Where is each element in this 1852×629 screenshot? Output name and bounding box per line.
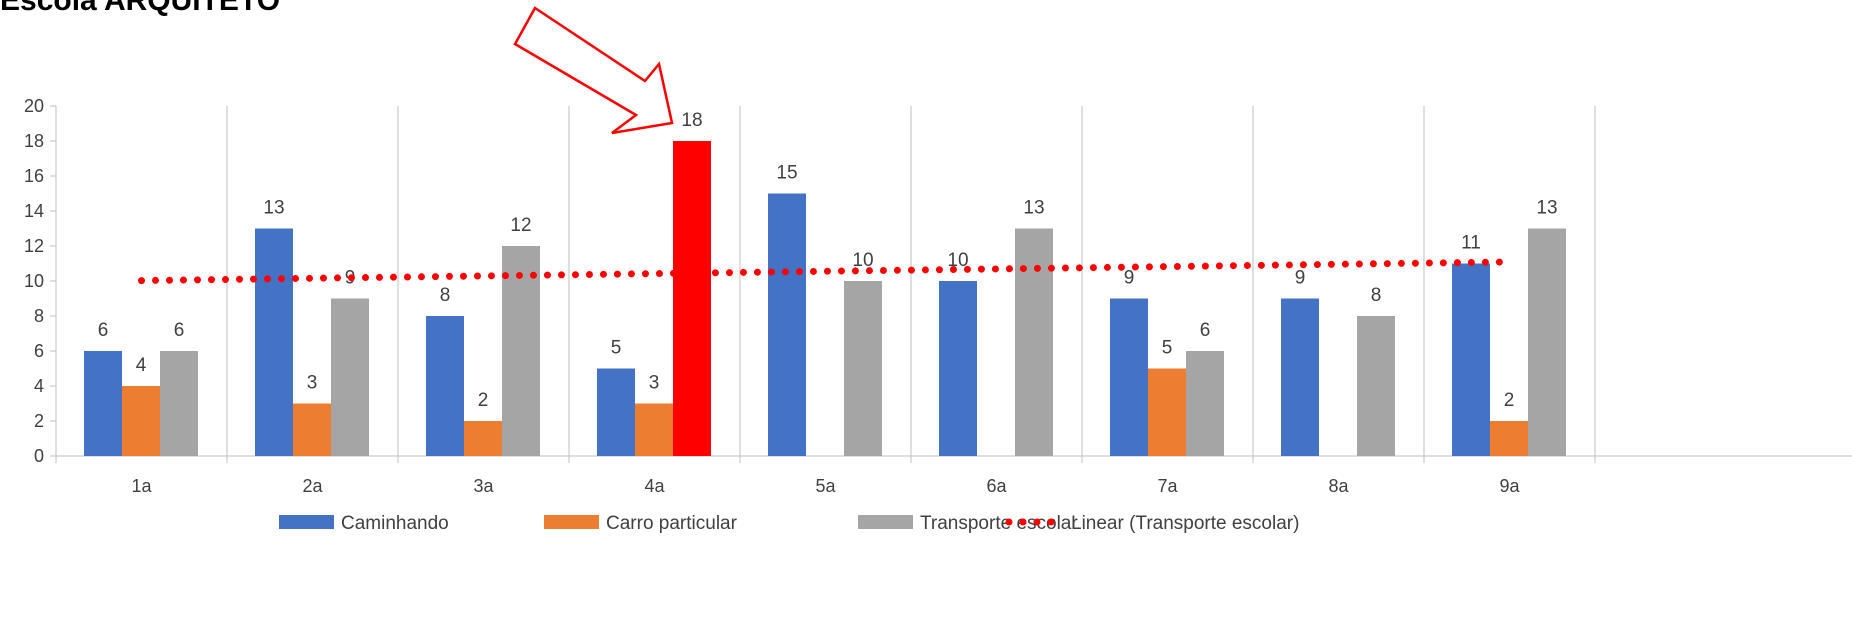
x-tick-label: 6a [986, 476, 1007, 496]
bar-1a-3 [160, 351, 198, 456]
data-label: 5 [1162, 338, 1173, 359]
bar-7a-1 [1110, 298, 1148, 456]
bar-3a-3 [502, 246, 540, 456]
trendline [138, 258, 1513, 285]
x-tick-label: 9a [1499, 476, 1520, 496]
data-label: 2 [1504, 390, 1515, 411]
legend-label-1: Caminhando [341, 513, 449, 534]
data-label: 8 [440, 285, 451, 306]
y-tick-label: 4 [34, 376, 44, 396]
bar-7a-2 [1148, 368, 1186, 456]
bar-4a-1 [597, 368, 635, 456]
bar-9a-2 [1490, 421, 1528, 456]
legend-label-trendline: Linear (Transporte escolar) [1071, 513, 1299, 534]
bar-6a-1 [939, 281, 977, 456]
bar-9a-3 [1528, 228, 1566, 456]
bar-1a-1 [84, 351, 122, 456]
bar-8a-3 [1357, 316, 1395, 456]
y-tick-label: 14 [24, 201, 44, 221]
legend-label-2: Carro particular [606, 513, 738, 534]
data-label: 11 [1461, 233, 1481, 254]
data-label: 12 [510, 215, 531, 236]
bar-8a-1 [1281, 298, 1319, 456]
x-tick-label: 7a [1157, 476, 1178, 496]
bar-5a-3 [844, 281, 882, 456]
x-tick-label: 5a [815, 476, 836, 496]
data-label: 18 [681, 110, 702, 131]
chart-title: Escola ARQUITETO [0, 0, 281, 17]
data-label: 15 [776, 163, 797, 184]
y-tick-label: 20 [24, 96, 44, 116]
data-label: 9 [1124, 268, 1135, 289]
bar-4a-3 [673, 141, 711, 456]
x-tick-label: 3a [473, 476, 494, 496]
bar-7a-3 [1186, 351, 1224, 456]
bar-3a-1 [426, 316, 464, 456]
annotation-arrow [513, 6, 674, 135]
data-label: 6 [174, 320, 185, 341]
y-tick-label: 16 [24, 166, 44, 186]
legend-swatch-1 [279, 515, 334, 529]
data-label: 5 [611, 338, 622, 359]
bar-2a-1 [255, 228, 293, 456]
x-tick-label: 8a [1328, 476, 1349, 496]
bar-4a-2 [635, 403, 673, 456]
data-label: 3 [649, 373, 660, 394]
y-tick-label: 8 [34, 306, 44, 326]
data-label: 6 [98, 320, 109, 341]
data-label: 4 [136, 355, 147, 376]
data-label: 13 [1023, 198, 1044, 219]
y-tick-label: 10 [24, 271, 44, 291]
data-label: 10 [947, 250, 968, 271]
data-label: 13 [263, 198, 284, 219]
x-tick-label: 1a [131, 476, 152, 496]
data-label: 3 [307, 373, 318, 394]
x-tick-label: 4a [644, 476, 665, 496]
data-label: 10 [852, 250, 873, 271]
y-tick-label: 0 [34, 446, 44, 466]
y-tick-label: 12 [24, 236, 44, 256]
y-tick-label: 2 [34, 411, 44, 431]
bar-9a-1 [1452, 263, 1490, 456]
bar-2a-2 [293, 403, 331, 456]
y-tick-label: 6 [34, 341, 44, 361]
data-label: 9 [1295, 268, 1306, 289]
bar-3a-2 [464, 421, 502, 456]
bar-5a-1 [768, 193, 806, 456]
data-label: 6 [1200, 320, 1211, 341]
legend-swatch-3 [858, 515, 913, 529]
bar-1a-2 [122, 386, 160, 456]
bar-6a-3 [1015, 228, 1053, 456]
x-tick-label: 2a [302, 476, 323, 496]
bar-2a-3 [331, 298, 369, 456]
data-label: 8 [1371, 285, 1382, 306]
data-label: 13 [1536, 198, 1557, 219]
data-label: 2 [478, 390, 489, 411]
y-tick-label: 18 [24, 131, 44, 151]
legend-swatch-2 [544, 515, 599, 529]
legend-label-3: Transporte escolar [920, 513, 1078, 534]
